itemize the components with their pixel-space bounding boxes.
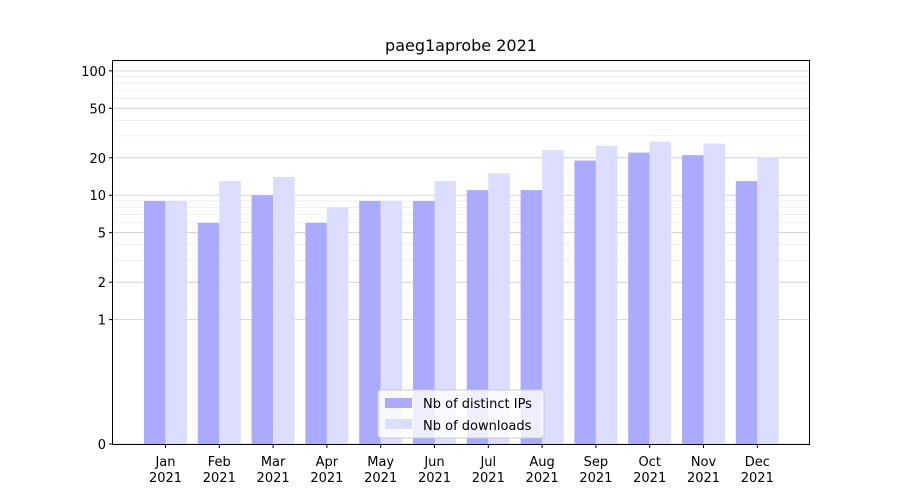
bar-downloads: [380, 200, 403, 444]
bar-downloads: [488, 173, 510, 444]
y-tick-label: 2: [98, 276, 106, 291]
bar-distinct-ips: [682, 155, 704, 444]
legend-label-distinct-ips: Nb of distinct IPs: [423, 397, 532, 412]
bar-distinct-ips: [574, 160, 596, 444]
x-tick-label: Jan 2021: [149, 455, 182, 486]
bar-downloads: [434, 181, 456, 444]
x-tick-label: Jun 2021: [418, 455, 451, 486]
bar-downloads: [273, 177, 295, 444]
bar-distinct-ips: [628, 152, 650, 445]
x-tick-label: Nov 2021: [687, 455, 720, 486]
x-tick-label: Oct 2021: [633, 455, 666, 486]
bar-distinct-ips: [251, 195, 274, 444]
x-tick-label: Feb 2021: [203, 455, 236, 486]
legend-label-downloads: Nb of downloads: [423, 419, 532, 434]
x-tick-label: Aug 2021: [526, 455, 559, 486]
bar-distinct-ips: [413, 200, 435, 444]
x-tick-label: Mar 2021: [257, 455, 290, 486]
chart-title: paeg1aprobe 2021: [385, 36, 537, 55]
x-tick-label: Sep 2021: [579, 455, 612, 486]
plot-frame: [112, 60, 810, 445]
x-tick-label: Apr 2021: [310, 455, 343, 486]
bar-downloads: [595, 145, 618, 444]
bar-downloads: [703, 143, 725, 444]
bars: [144, 141, 779, 445]
legend-box: [377, 389, 545, 439]
bar-distinct-ips: [466, 190, 489, 444]
y-tick-label: 1: [98, 314, 106, 329]
x-tick-label: Jul 2021: [472, 455, 505, 486]
bar-distinct-ips: [735, 181, 758, 444]
y-tick-label: 10: [89, 189, 106, 204]
bar-distinct-ips: [305, 222, 327, 444]
y-tick-label: 0: [98, 438, 106, 453]
y-axis: 0 1 2 5 10 20 50 100: [81, 65, 113, 453]
legend: Nb of distinct IPs Nb of downloads: [377, 389, 545, 439]
bar-distinct-ips: [197, 222, 220, 444]
legend-swatch-downloads: [385, 419, 412, 429]
x-tick-label: Dec 2021: [741, 455, 774, 486]
bar-downloads: [542, 150, 564, 445]
bar-downloads: [165, 200, 187, 444]
bar-distinct-ips: [144, 200, 166, 444]
bar-downloads: [649, 141, 672, 444]
legend-swatch-distinct-ips: [385, 398, 412, 408]
bar-distinct-ips: [520, 190, 543, 444]
y-tick-label: 20: [89, 152, 106, 167]
x-tick-label: May 2021: [364, 455, 397, 486]
bar-distinct-ips: [359, 200, 381, 444]
bar-downloads: [757, 157, 779, 444]
bar-downloads: [326, 207, 349, 444]
y-tick-label: 100: [81, 65, 106, 80]
y-tick-label: 5: [98, 227, 106, 242]
bar-downloads: [219, 181, 241, 444]
y-tick-label: 50: [89, 102, 106, 117]
x-axis: Jan 2021 Feb 2021 Mar 2021 Apr 2021 May 2021 Jun 20…: [149, 444, 774, 486]
